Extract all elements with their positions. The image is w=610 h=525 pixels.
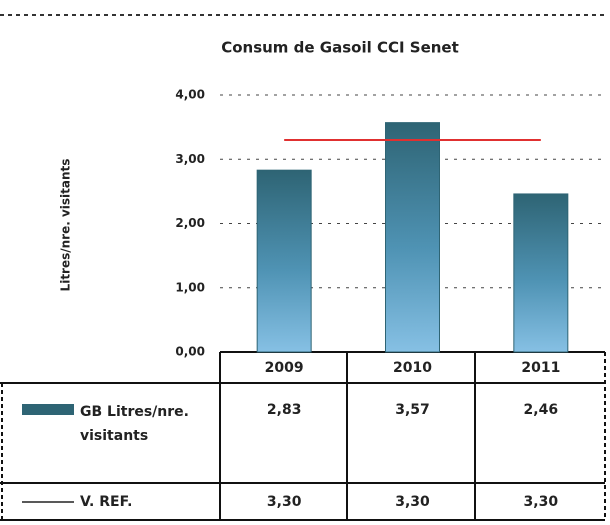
legend-swatch: [22, 404, 74, 415]
value-label: 2,83: [267, 402, 302, 418]
bar: [256, 169, 312, 353]
y-tick-label: 0,00: [175, 345, 205, 359]
value-label: 3,30: [524, 494, 559, 510]
y-tick-label: 1,00: [175, 280, 205, 294]
legend-label: V. REF.: [80, 494, 132, 510]
value-label: 3,30: [395, 494, 430, 510]
value-label: 2,46: [524, 402, 559, 418]
y-tick-label: 2,00: [175, 216, 205, 230]
x-tick-label: 2010: [393, 360, 432, 376]
x-tick-label: 2011: [521, 360, 560, 376]
y-axis-label: Litres/nre. visitants: [59, 159, 73, 292]
y-tick-label: 4,00: [175, 88, 205, 102]
value-label: 3,30: [267, 494, 302, 510]
bar: [513, 193, 569, 353]
bar: [385, 122, 440, 353]
x-tick-label: 2009: [265, 360, 304, 376]
value-label: 3,57: [395, 402, 430, 418]
chart-title: Consum de Gasoil CCI Senet: [221, 39, 459, 57]
y-tick-label: 3,00: [175, 152, 205, 166]
legend-label: GB Litres/nre. visitants: [80, 404, 189, 444]
